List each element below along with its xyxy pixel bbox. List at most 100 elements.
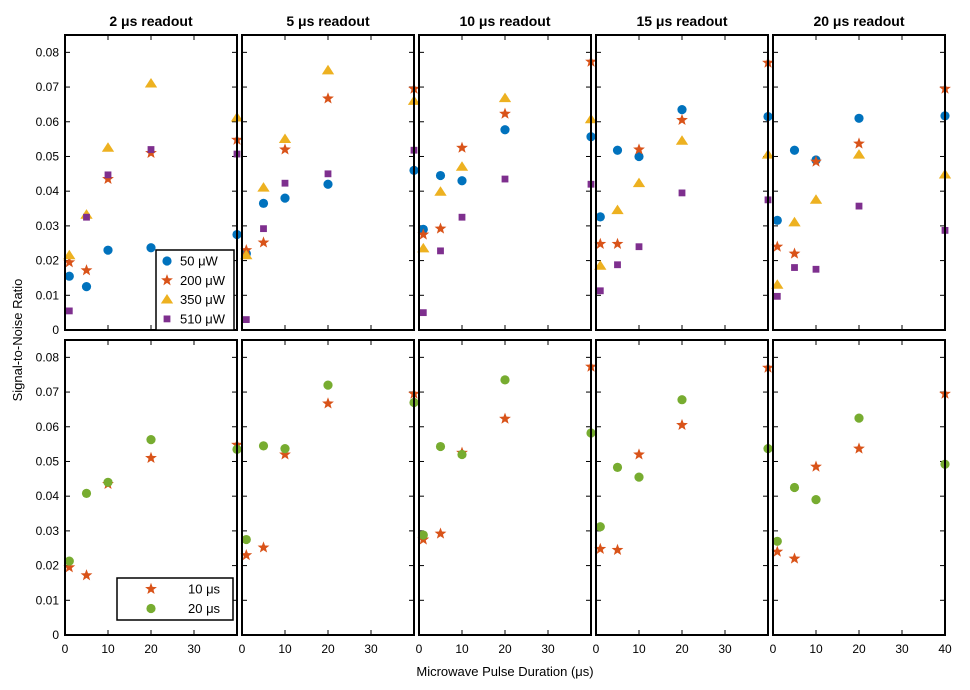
data-point bbox=[146, 243, 156, 253]
x-tick-label: 10 bbox=[278, 642, 292, 656]
data-point bbox=[81, 488, 92, 498]
data-point bbox=[83, 213, 90, 221]
data-point bbox=[323, 179, 333, 189]
y-tick-label: 0.07 bbox=[36, 80, 60, 94]
data-point bbox=[64, 556, 74, 566]
data-point bbox=[417, 228, 430, 240]
data-point bbox=[281, 179, 289, 187]
panel-r2-c1: 0 0.01 0.02 0.03 0.04 0.05 0.06 0.07 0.08 0 10 20 30 bbox=[36, 339, 243, 656]
data-point bbox=[63, 249, 76, 260]
data-point bbox=[322, 397, 334, 409]
x-tick-label: 30 bbox=[364, 642, 378, 656]
data-point bbox=[677, 395, 687, 405]
data-point bbox=[676, 418, 688, 431]
data-point bbox=[260, 225, 267, 233]
legend-box bbox=[116, 577, 234, 621]
x-tick-label: 0 bbox=[416, 642, 423, 656]
panel-title-4: 15 μs readout bbox=[636, 13, 727, 29]
data-point bbox=[419, 309, 427, 317]
legend-label: 10 μs bbox=[188, 582, 221, 597]
data-point bbox=[258, 198, 269, 208]
data-point bbox=[80, 264, 93, 276]
x-tick-label: 30 bbox=[187, 642, 201, 656]
x-tick-label: 30 bbox=[541, 642, 555, 656]
x-tick-label: 0 bbox=[770, 642, 777, 656]
panel-frame bbox=[772, 339, 946, 636]
x-tick-label: 0 bbox=[62, 642, 69, 656]
data-point bbox=[456, 141, 468, 153]
data-point bbox=[80, 569, 93, 581]
data-point bbox=[611, 204, 624, 215]
data-point bbox=[595, 212, 605, 222]
panel-frame bbox=[64, 339, 238, 636]
y-tick-label: 0.02 bbox=[36, 254, 60, 268]
data-point bbox=[279, 448, 291, 460]
y-tick-label: 0.08 bbox=[36, 45, 60, 59]
panel-r2-c5: 0 10 20 30 40 bbox=[770, 339, 952, 656]
legend-marker bbox=[145, 582, 157, 595]
data-point bbox=[855, 202, 863, 210]
data-point bbox=[501, 175, 509, 183]
data-point bbox=[240, 548, 253, 561]
x-tick-label: 0 bbox=[239, 642, 246, 656]
panel-frame bbox=[772, 34, 946, 331]
y-tick-label: 0.05 bbox=[36, 454, 60, 468]
data-point bbox=[147, 146, 155, 153]
data-point bbox=[675, 135, 689, 145]
data-point bbox=[595, 522, 605, 532]
data-point bbox=[103, 245, 113, 255]
data-point bbox=[435, 441, 446, 452]
legend-marker bbox=[162, 256, 172, 266]
data-point bbox=[240, 243, 253, 256]
data-point bbox=[772, 215, 782, 225]
data-point bbox=[811, 495, 821, 505]
data-point bbox=[499, 412, 511, 424]
data-point bbox=[634, 472, 644, 482]
panel-title-2: 5 μs readout bbox=[286, 13, 370, 29]
data-point bbox=[810, 460, 822, 472]
y-tick-label: 0.04 bbox=[36, 489, 60, 503]
data-point bbox=[458, 213, 466, 221]
data-point bbox=[633, 448, 645, 460]
data-point bbox=[144, 77, 158, 88]
data-point bbox=[773, 292, 781, 300]
data-point bbox=[64, 271, 74, 281]
y-tick-label: 0 bbox=[52, 628, 59, 642]
data-point bbox=[63, 561, 76, 573]
legend-top: 50 μW 200 μW 350 μW 510 μW bbox=[155, 249, 235, 331]
x-axis-title: Microwave Pulse Duration (μs) bbox=[416, 664, 593, 679]
x-tick-label: 30 bbox=[718, 642, 732, 656]
data-point bbox=[500, 375, 510, 385]
data-point bbox=[853, 442, 865, 454]
legend-label: 200 μW bbox=[180, 273, 226, 288]
panel-frame bbox=[595, 34, 769, 331]
panel-title-1: 2 μs readout bbox=[109, 13, 193, 29]
data-point bbox=[771, 240, 784, 252]
legend-label: 50 μW bbox=[180, 254, 219, 269]
data-point bbox=[632, 177, 646, 188]
legend-marker bbox=[161, 274, 173, 286]
x-tick-label: 20 bbox=[321, 642, 335, 656]
x-tick-label: 20 bbox=[144, 642, 158, 656]
x-tick-label: 20 bbox=[498, 642, 512, 656]
data-point bbox=[812, 265, 820, 273]
legend-bottom: 10 μs 20 μs bbox=[116, 577, 234, 621]
data-point bbox=[257, 541, 270, 553]
x-tick-label: 0 bbox=[593, 642, 600, 656]
data-point bbox=[257, 182, 270, 192]
data-point bbox=[455, 161, 469, 171]
panel-frame bbox=[418, 34, 592, 331]
data-point bbox=[677, 105, 687, 115]
data-point bbox=[771, 279, 784, 289]
data-point bbox=[594, 237, 607, 249]
data-point bbox=[594, 542, 607, 554]
data-point bbox=[323, 380, 333, 390]
panel-title-3: 10 μs readout bbox=[459, 13, 550, 29]
data-point bbox=[771, 545, 784, 557]
y-tick-label: 0.06 bbox=[36, 115, 60, 129]
data-point bbox=[611, 237, 624, 249]
data-point bbox=[498, 92, 512, 103]
panel-title-5: 20 μs readout bbox=[813, 13, 904, 29]
data-point bbox=[437, 247, 444, 255]
